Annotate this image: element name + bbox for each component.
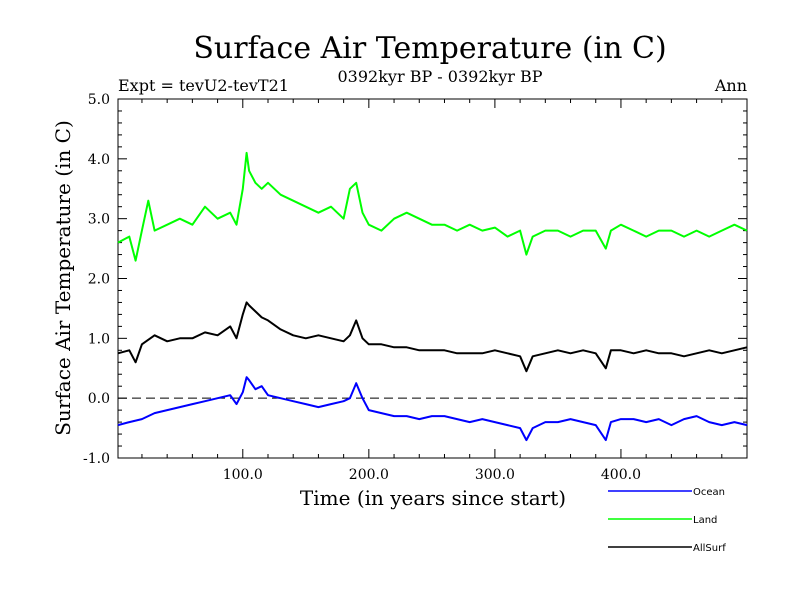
season-label: Ann [714,76,747,95]
chart-title: Surface Air Temperature (in C) [193,31,666,66]
x-tick-label: 300.0 [475,467,515,483]
chart-subtitle: 0392kyr BP - 0392kyr BP [338,67,543,86]
y-tick-label: -1.0 [83,451,110,467]
y-tick-label: 1.0 [88,331,110,347]
legend-label-ocean: Ocean [693,487,725,498]
x-tick-label: 100.0 [223,467,263,483]
legend-label-allsurf: AllSurf [693,543,726,554]
y-tick-label: 0.0 [88,391,110,407]
plot-frame [117,98,748,459]
series-line-allsurf [117,301,748,373]
y-axis-label: Surface Air Temperature (in C) [51,120,75,436]
x-tick-label: 200.0 [349,467,389,483]
y-tick-label: 4.0 [88,152,110,168]
x-tick-label: 400.0 [601,467,641,483]
y-tick-label: 2.0 [88,272,110,288]
expt-label: Expt = tevU2-tevT21 [118,76,289,95]
y-tick-label: 3.0 [88,212,110,228]
series-line-ocean [117,376,748,442]
series-line-land [117,151,748,262]
y-tick-label: 5.0 [88,92,110,108]
legend-label-land: Land [693,515,717,526]
x-axis-label: Time (in years since start) [300,486,566,510]
